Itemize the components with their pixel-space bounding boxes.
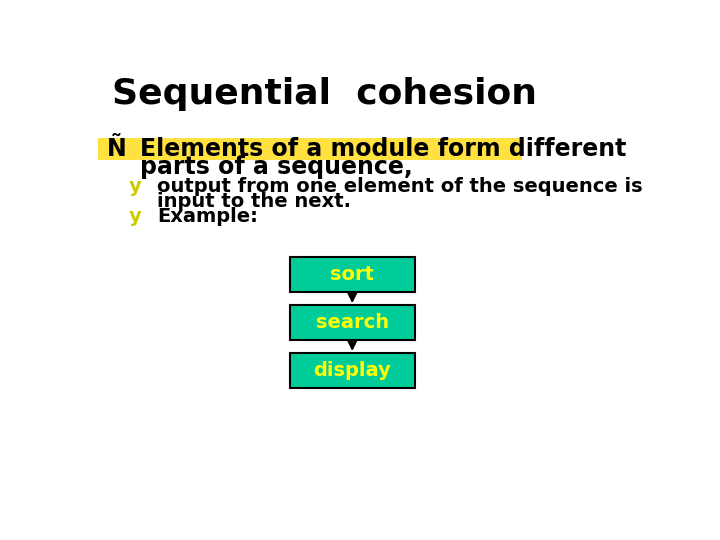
Text: y: y [129, 207, 142, 226]
FancyBboxPatch shape [289, 305, 415, 340]
Text: parts of a sequence,: parts of a sequence, [140, 154, 413, 179]
Text: input to the next.: input to the next. [157, 192, 351, 211]
Text: search: search [315, 313, 389, 332]
Text: Ñ: Ñ [107, 137, 127, 161]
FancyBboxPatch shape [289, 258, 415, 292]
Text: output from one element of the sequence is: output from one element of the sequence … [157, 177, 642, 195]
FancyBboxPatch shape [99, 138, 523, 160]
Text: display: display [313, 361, 391, 380]
Text: Example:: Example: [157, 207, 258, 226]
FancyBboxPatch shape [289, 353, 415, 388]
Text: Sequential  cohesion: Sequential cohesion [112, 77, 537, 111]
Text: sort: sort [330, 265, 374, 284]
Text: Elements of a module form different: Elements of a module form different [140, 137, 626, 161]
Text: y: y [129, 177, 142, 195]
